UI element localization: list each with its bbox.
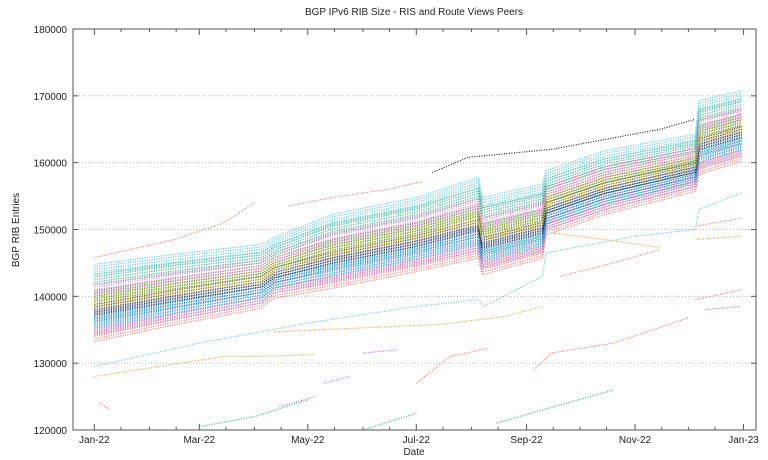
x-axis-tick-labels: Jan-22 Mar-22 May-22 Jul-22 Sep-22 Nov-22 Jan-…	[79, 435, 759, 446]
outlier-series-line	[362, 412, 417, 431]
band-series-line	[94, 136, 742, 316]
y-tick-label: 180000	[34, 25, 68, 36]
band-series-line	[94, 115, 742, 293]
band-series	[94, 114, 742, 303]
band-series-line	[94, 130, 742, 309]
outlier-series-line	[94, 353, 315, 378]
band-series-line	[94, 119, 742, 297]
band-series-line	[94, 113, 742, 291]
outlier-series-line	[695, 235, 742, 241]
band-series-line	[94, 103, 742, 281]
outlier-series-line	[415, 347, 488, 384]
outlier-series-line	[551, 232, 661, 249]
outlier-series-line	[94, 202, 255, 259]
outlier-series-line	[496, 389, 614, 424]
outlier-series-line	[94, 192, 743, 368]
band-series-line	[94, 109, 742, 286]
band-series-line	[94, 154, 742, 336]
y-axis-label: BGP RIB Entries	[11, 193, 22, 267]
chart-title: BGP IPv6 RIB Size - RIS and Route Views …	[305, 7, 523, 18]
y-tick-label: 150000	[34, 226, 68, 237]
outlier-series-line	[695, 217, 742, 227]
outlier-series-line	[279, 396, 316, 408]
outlier-series-line	[199, 399, 308, 428]
band-series-line	[94, 114, 742, 292]
x-axis-label: Date	[403, 447, 425, 458]
y-axis-tick-labels: 120000 130000 140000 150000 160000 170000 1800…	[34, 25, 68, 437]
outlier-series-line	[533, 317, 689, 371]
x-tick-label: May-22	[291, 435, 325, 446]
outlier-series-line	[323, 375, 351, 384]
band-series-line	[94, 142, 742, 323]
x-tick-label: Sep-22	[510, 435, 543, 446]
band-series-line	[94, 124, 742, 303]
y-tick-label: 140000	[34, 292, 68, 303]
band-series-line	[94, 100, 742, 276]
band-series-line	[94, 121, 742, 300]
band-series	[94, 89, 742, 276]
band-series-line	[94, 98, 742, 276]
y-tick-label: 120000	[34, 426, 68, 437]
data-series	[94, 89, 743, 431]
x-tick-label: Nov-22	[619, 435, 652, 446]
outlier-series-line	[560, 248, 661, 277]
band-series	[94, 108, 742, 296]
outlier-series-line	[704, 305, 742, 311]
band-series-line	[94, 122, 742, 302]
outlier-series-line	[273, 305, 543, 333]
outlier-series-line	[362, 349, 397, 354]
band-series	[94, 132, 742, 323]
axis-ticks	[73, 28, 756, 431]
x-tick-label: Mar-22	[183, 435, 215, 446]
band-series-line	[94, 116, 742, 295]
y-tick-label: 130000	[34, 359, 68, 370]
band-series-line	[94, 125, 742, 304]
outlier-series-line	[288, 180, 424, 207]
band-series-line	[94, 120, 742, 299]
band-series-line	[94, 127, 742, 307]
outlier-series-line	[432, 118, 696, 174]
x-tick-label: Jan-22	[79, 435, 110, 446]
outlier-series-line	[695, 289, 742, 301]
x-tick-label: Jul-22	[403, 435, 431, 446]
band-series-line	[94, 106, 742, 283]
x-tick-label: Jan-23	[728, 435, 759, 446]
band-series-line	[94, 148, 742, 329]
y-tick-label: 170000	[34, 92, 68, 103]
band-series	[94, 144, 742, 336]
band-series-line	[94, 157, 742, 340]
band-series	[94, 120, 742, 309]
band-series-line	[94, 118, 742, 296]
outlier-series-line	[99, 402, 111, 411]
band-series-line	[94, 160, 742, 343]
y-tick-label: 160000	[34, 159, 68, 170]
